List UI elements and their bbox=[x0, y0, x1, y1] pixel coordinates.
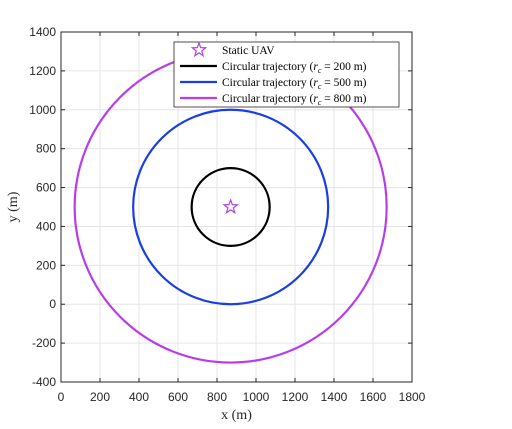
x-tick-label: 400 bbox=[129, 390, 149, 404]
y-tick-label: 400 bbox=[36, 219, 56, 233]
x-tick-label: 1200 bbox=[282, 390, 309, 404]
static-uav-star-icon bbox=[222, 198, 239, 215]
y-tick-label: -200 bbox=[32, 336, 56, 350]
x-tick-label: 800 bbox=[207, 390, 227, 404]
x-tick-label: 200 bbox=[90, 390, 110, 404]
x-tick-label: 0 bbox=[58, 390, 65, 404]
x-tick-label: 1400 bbox=[321, 390, 348, 404]
ticks bbox=[60, 31, 413, 383]
x-tick-label: 1600 bbox=[360, 390, 387, 404]
plot-frame bbox=[60, 31, 413, 383]
x-tick-label: 1800 bbox=[399, 390, 426, 404]
legend-star-icon bbox=[190, 41, 208, 58]
y-tick-label: 1000 bbox=[29, 103, 56, 117]
x-tick-label: 600 bbox=[168, 390, 188, 404]
y-tick-label: -400 bbox=[32, 375, 56, 389]
legend-label: Circular trajectory (rc = 500 m) bbox=[222, 77, 367, 91]
legend: Static UAV Circular trajectory (rc = 200 … bbox=[173, 41, 400, 108]
y-tick-label: 1200 bbox=[29, 64, 56, 78]
legend-label: Static UAV bbox=[222, 45, 275, 57]
legend-label: Circular trajectory (rc = 200 m) bbox=[222, 61, 367, 75]
y-tick-label: 800 bbox=[36, 142, 56, 156]
legend-label: Circular trajectory (rc = 800 m) bbox=[222, 93, 367, 107]
trajectory-circle-500 bbox=[132, 108, 330, 306]
y-tick-label: 1400 bbox=[29, 25, 56, 39]
legend-box bbox=[173, 41, 400, 108]
x-tick-label: 1000 bbox=[243, 390, 270, 404]
x-axis-label: x (m) bbox=[221, 408, 252, 423]
tick-labels: 0 200 400 600 800 1000 1200 1400 1600 1800 -400 -20… bbox=[29, 25, 425, 404]
y-axis-label: y (m) bbox=[6, 191, 21, 222]
y-tick-label: 200 bbox=[36, 258, 56, 272]
y-tick-label: 0 bbox=[49, 297, 56, 311]
trajectory-circle-200 bbox=[190, 167, 271, 247]
y-tick-label: 600 bbox=[36, 181, 56, 195]
